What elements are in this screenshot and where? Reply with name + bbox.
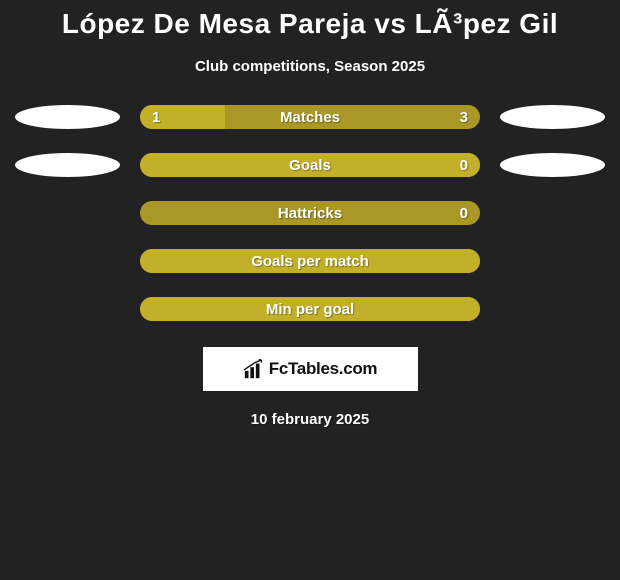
stats-rows: Matches13Goals0Hattricks0Goals per match… xyxy=(0,105,620,321)
stat-right-value: 3 xyxy=(460,105,468,129)
logo-box: FcTables.com xyxy=(203,347,418,391)
stat-bar: Min per goal xyxy=(140,297,480,321)
logo-text: FcTables.com xyxy=(269,359,378,379)
stat-label: Matches xyxy=(140,105,480,129)
stat-label: Min per goal xyxy=(140,297,480,321)
stat-row: Goals0 xyxy=(0,153,620,177)
stat-right-value: 0 xyxy=(460,153,468,177)
stat-bar: Hattricks0 xyxy=(140,201,480,225)
stat-right-value: 0 xyxy=(460,201,468,225)
player-right-marker xyxy=(500,105,605,129)
player-left-marker xyxy=(15,105,120,129)
date-label: 10 february 2025 xyxy=(251,411,369,428)
player-left-marker xyxy=(15,153,120,177)
stat-label: Goals xyxy=(140,153,480,177)
page-title: López De Mesa Pareja vs LÃ³pez Gil xyxy=(62,8,558,40)
stat-row: Hattricks0 xyxy=(0,201,620,225)
stat-row: Goals per match xyxy=(0,249,620,273)
stat-row: Matches1 3 xyxy=(0,105,620,129)
stat-bar: Matches1 3 xyxy=(140,105,480,129)
page-subtitle: Club competitions, Season 2025 xyxy=(195,58,425,75)
stat-bar: Goals per match xyxy=(140,249,480,273)
root: López De Mesa Pareja vs LÃ³pez Gil Club … xyxy=(0,0,620,428)
player-right-marker xyxy=(500,153,605,177)
stat-row: Min per goal xyxy=(0,297,620,321)
stat-label: Goals per match xyxy=(140,249,480,273)
stat-left-value: 1 xyxy=(152,105,160,129)
stat-label: Hattricks xyxy=(140,201,480,225)
stat-bar: Goals0 xyxy=(140,153,480,177)
bar-chart-icon xyxy=(243,358,265,380)
